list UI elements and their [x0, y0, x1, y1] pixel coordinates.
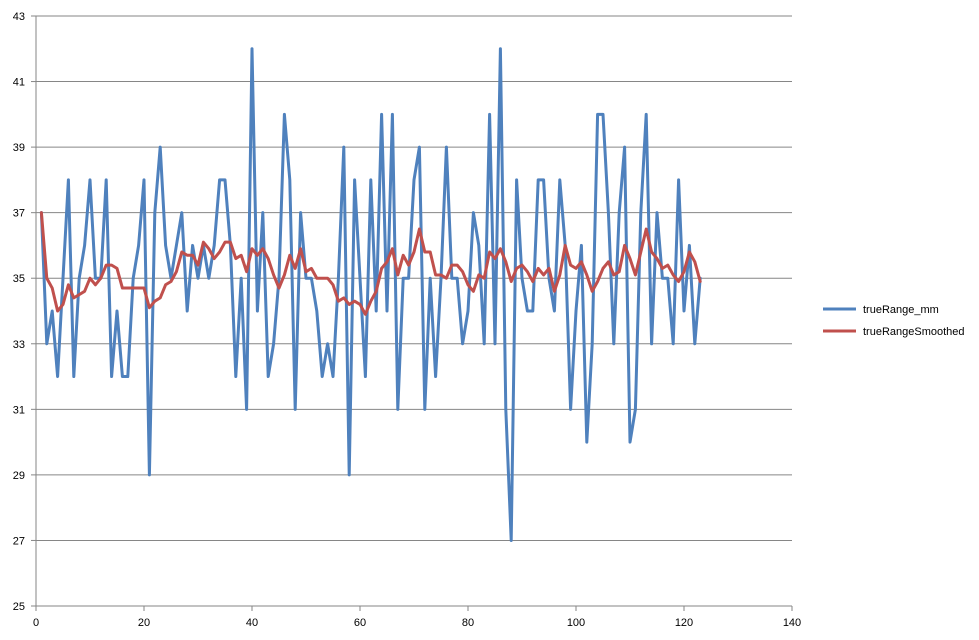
x-tick-label: 20 [138, 617, 150, 629]
x-tick-label: 60 [354, 617, 366, 629]
legend-label: trueRangeSmoothed [863, 326, 965, 338]
series-line-trueRangeSmoothed [39, 211, 702, 316]
x-tick-label: 140 [783, 617, 801, 629]
y-tick-label: 25 [13, 601, 25, 613]
x-tick-label: 120 [675, 617, 693, 629]
legend-item-trueRange_mm: trueRange_mm [823, 304, 939, 316]
series-lines [39, 47, 702, 542]
gridlines [36, 15, 792, 541]
x-tick-labels: 0 20 40 60 80 100 120 140 [33, 617, 801, 629]
y-tick-label: 29 [13, 470, 25, 482]
legend-label: trueRange_mm [863, 304, 939, 316]
y-tick-label: 37 [13, 208, 25, 220]
x-tick-label: 100 [567, 617, 585, 629]
legend: trueRange_mm trueRangeSmoothed [823, 304, 965, 338]
y-tick-label: 43 [13, 11, 25, 23]
y-tick-label: 33 [13, 339, 25, 351]
x-tick-label: 80 [462, 617, 474, 629]
x-tick-label: 0 [33, 617, 39, 629]
axes [31, 15, 793, 611]
y-tick-label: 41 [13, 77, 25, 89]
y-tick-label: 39 [13, 142, 25, 154]
y-tick-label: 35 [13, 273, 25, 285]
x-tick-label: 40 [246, 617, 258, 629]
y-tick-labels: 25 27 29 31 33 35 37 39 41 43 [13, 11, 25, 613]
series-line-trueRange_mm [39, 47, 702, 542]
y-tick-label: 27 [13, 535, 25, 547]
y-tick-label: 31 [13, 404, 25, 416]
legend-item-trueRangeSmoothed: trueRangeSmoothed [823, 326, 965, 338]
